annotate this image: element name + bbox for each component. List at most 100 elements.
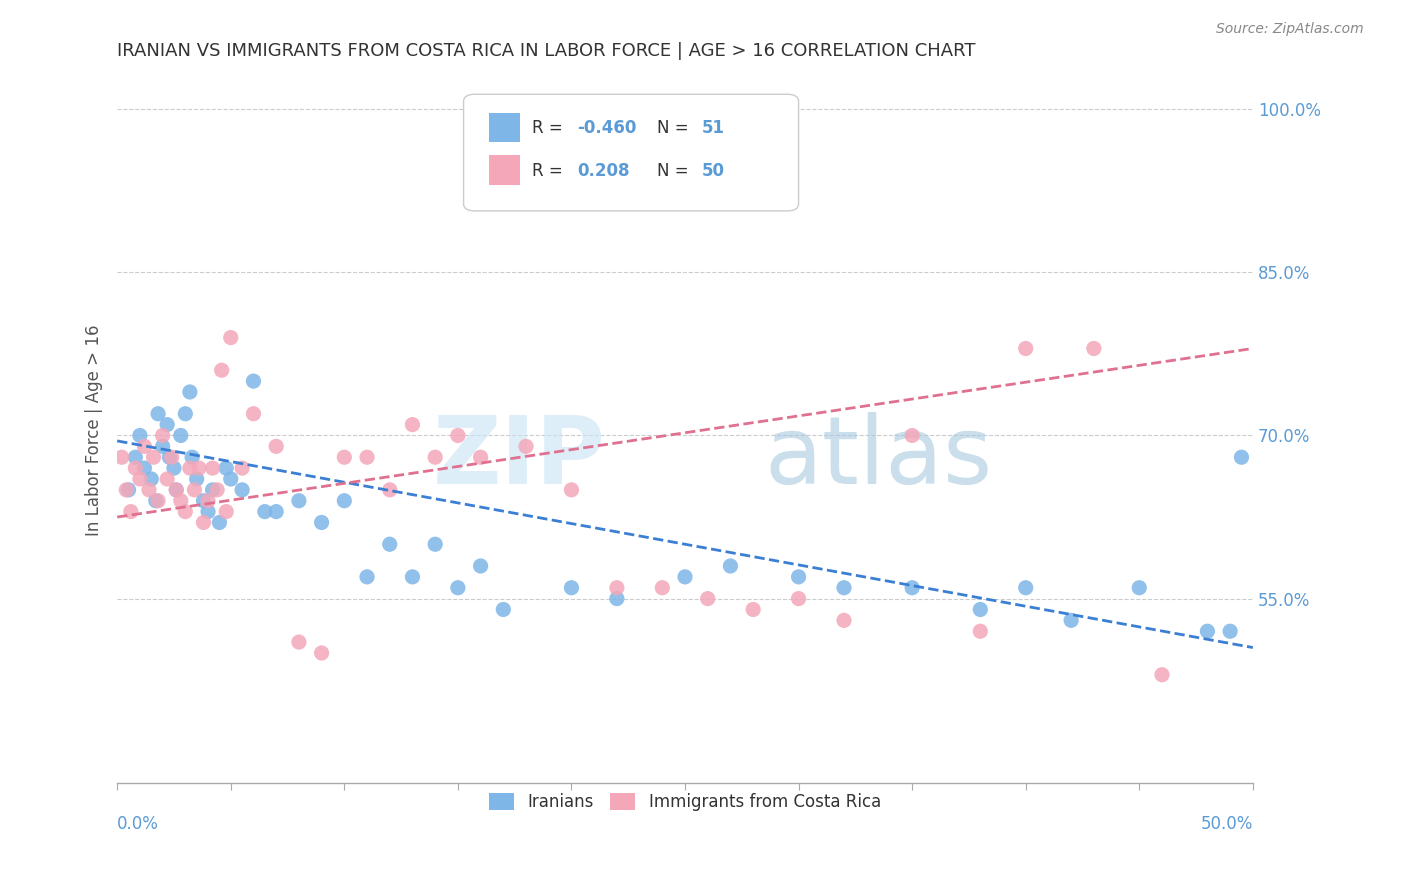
Point — [651, 581, 673, 595]
Point — [673, 570, 696, 584]
Point — [205, 483, 228, 497]
Y-axis label: In Labor Force | Age > 16: In Labor Force | Age > 16 — [86, 325, 103, 536]
Point — [124, 450, 146, 465]
Point — [787, 570, 810, 584]
Point — [120, 505, 142, 519]
Text: 50: 50 — [702, 161, 725, 179]
Point — [215, 461, 238, 475]
Point — [1219, 624, 1241, 639]
FancyBboxPatch shape — [488, 112, 520, 143]
Point — [356, 450, 378, 465]
Text: 50.0%: 50.0% — [1201, 815, 1253, 833]
Text: 0.208: 0.208 — [576, 161, 630, 179]
Point — [720, 559, 742, 574]
Point — [832, 613, 855, 627]
Point — [188, 461, 211, 475]
Point — [288, 493, 311, 508]
Text: N =: N = — [657, 120, 693, 137]
Point — [129, 428, 152, 442]
Point — [179, 461, 201, 475]
Point — [832, 581, 855, 595]
Point — [142, 450, 165, 465]
Point — [264, 439, 287, 453]
Point — [901, 428, 924, 442]
Point — [1083, 342, 1105, 356]
Text: atlas: atlas — [765, 412, 993, 504]
Point — [1230, 450, 1253, 465]
Text: R =: R = — [531, 161, 568, 179]
Point — [242, 407, 264, 421]
Point — [264, 505, 287, 519]
Point — [311, 516, 333, 530]
Point — [606, 591, 628, 606]
Point — [211, 363, 233, 377]
Point — [470, 450, 492, 465]
Legend: Iranians, Immigrants from Costa Rica: Iranians, Immigrants from Costa Rica — [482, 786, 887, 818]
Point — [146, 407, 169, 421]
Text: Source: ZipAtlas.com: Source: ZipAtlas.com — [1216, 22, 1364, 37]
Point — [253, 505, 276, 519]
Text: R =: R = — [531, 120, 568, 137]
Point — [197, 493, 219, 508]
Point — [447, 581, 470, 595]
Point — [165, 483, 187, 497]
Point — [145, 493, 167, 508]
Point — [425, 537, 447, 551]
Point — [356, 570, 378, 584]
Point — [470, 559, 492, 574]
Point — [1197, 624, 1219, 639]
Text: 51: 51 — [702, 120, 725, 137]
Point — [378, 537, 401, 551]
Point — [901, 581, 924, 595]
Point — [134, 439, 156, 453]
Point — [186, 472, 208, 486]
Point — [174, 505, 197, 519]
Point — [117, 483, 139, 497]
Point — [170, 428, 193, 442]
Point — [401, 570, 423, 584]
Point — [115, 483, 138, 497]
Point — [401, 417, 423, 432]
Point — [1060, 613, 1083, 627]
Text: 0.0%: 0.0% — [117, 815, 159, 833]
Point — [152, 439, 174, 453]
Point — [193, 493, 215, 508]
Point — [492, 602, 515, 616]
Point — [193, 516, 215, 530]
Point — [311, 646, 333, 660]
Point — [242, 374, 264, 388]
Point — [447, 428, 470, 442]
Point — [969, 624, 991, 639]
Point — [165, 483, 187, 497]
Point — [163, 461, 186, 475]
Point — [201, 483, 224, 497]
Point — [219, 472, 242, 486]
Point — [1015, 581, 1038, 595]
Point — [696, 591, 718, 606]
Point — [215, 505, 238, 519]
Point — [201, 461, 224, 475]
Point — [134, 461, 156, 475]
Point — [560, 581, 582, 595]
Point — [515, 439, 537, 453]
Point — [231, 461, 253, 475]
Point — [606, 581, 628, 595]
Point — [231, 483, 253, 497]
Point — [560, 483, 582, 497]
Point — [156, 472, 179, 486]
Point — [174, 407, 197, 421]
Text: N =: N = — [657, 161, 693, 179]
FancyBboxPatch shape — [464, 95, 799, 211]
Point — [208, 516, 231, 530]
Point — [156, 417, 179, 432]
Point — [219, 330, 242, 344]
Point — [787, 591, 810, 606]
Point — [181, 450, 204, 465]
Point — [160, 450, 183, 465]
Point — [179, 384, 201, 399]
Point — [111, 450, 134, 465]
Text: -0.460: -0.460 — [576, 120, 637, 137]
FancyBboxPatch shape — [488, 155, 520, 185]
Point — [1150, 667, 1173, 681]
Point — [333, 450, 356, 465]
